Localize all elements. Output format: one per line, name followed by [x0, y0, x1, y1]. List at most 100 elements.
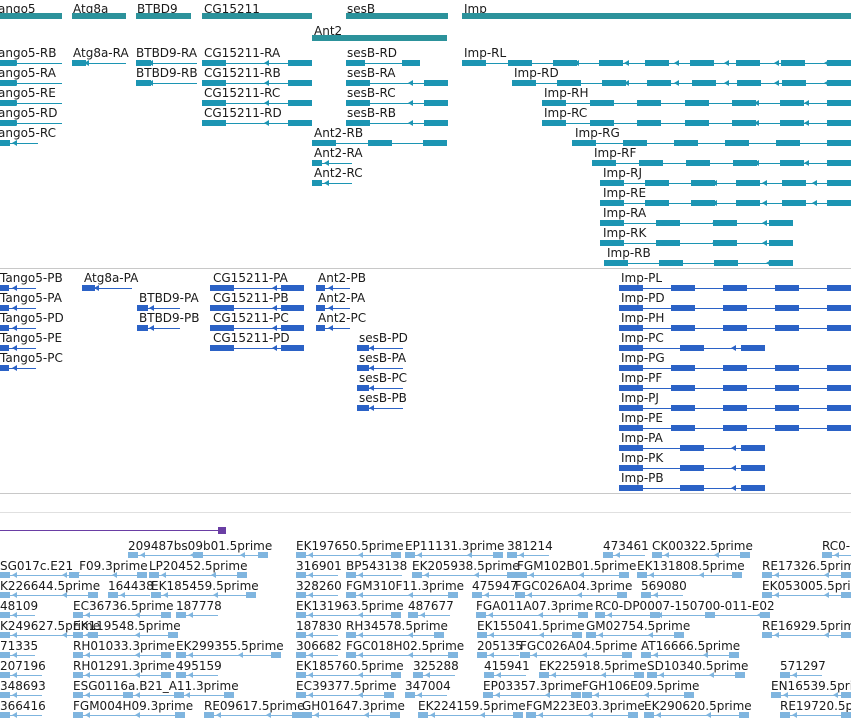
transcript-feature[interactable]	[202, 98, 312, 108]
est-feature[interactable]	[517, 570, 629, 580]
est-label[interactable]: SD10340.5prime	[647, 659, 749, 673]
protein-label[interactable]: Ant2-PC	[318, 311, 367, 325]
est-feature[interactable]	[176, 610, 218, 620]
est-feature[interactable]	[0, 710, 42, 720]
transcript-label[interactable]: Imp-RE	[603, 186, 647, 200]
est-feature[interactable]	[0, 590, 98, 600]
est-label[interactable]: EK225918.5prime	[539, 659, 647, 673]
est-label[interactable]: EK185459.5prime	[151, 579, 259, 593]
est-feature[interactable]	[762, 570, 851, 580]
est-label[interactable]: 164438	[108, 579, 154, 593]
est-feature[interactable]	[302, 710, 400, 720]
protein-feature[interactable]	[357, 343, 403, 353]
est-feature[interactable]	[346, 570, 402, 580]
est-label[interactable]: 473461	[603, 539, 649, 553]
est-label[interactable]: EK131808.5prime	[637, 559, 745, 573]
transcript-label[interactable]: Imp-RA	[603, 206, 647, 220]
est-feature[interactable]	[647, 670, 745, 680]
est-feature[interactable]	[0, 650, 35, 660]
protein-feature[interactable]	[82, 283, 132, 293]
transcript-feature[interactable]	[312, 158, 352, 168]
est-feature[interactable]	[582, 690, 694, 700]
gene-label[interactable]: CG15211	[204, 2, 260, 16]
est-feature[interactable]	[520, 650, 632, 660]
est-feature[interactable]	[176, 650, 281, 660]
transcript-label[interactable]: BTBD9-RB	[136, 66, 198, 80]
protein-feature[interactable]	[619, 483, 765, 493]
chain-end-block[interactable]	[218, 527, 226, 534]
protein-label[interactable]: Imp-PD	[621, 291, 665, 305]
est-label[interactable]: 207196	[0, 659, 46, 673]
protein-label[interactable]: sesB-PC	[359, 371, 408, 385]
protein-label[interactable]: Imp-PA	[621, 431, 663, 445]
est-label[interactable]: AT16666.5prime	[641, 639, 741, 653]
est-label[interactable]: EK053005.5prime	[762, 579, 851, 593]
protein-feature[interactable]	[0, 303, 36, 313]
transcript-feature[interactable]	[600, 178, 851, 188]
est-feature[interactable]	[176, 670, 218, 680]
chain-feature[interactable]	[0, 530, 226, 531]
est-label[interactable]: FGM102B01.5prime	[517, 559, 637, 573]
transcript-label[interactable]: Imp-RJ	[603, 166, 643, 180]
gene-label[interactable]: BTBD9	[137, 2, 178, 16]
est-feature[interactable]	[73, 630, 178, 640]
protein-feature[interactable]	[619, 383, 851, 393]
protein-feature[interactable]	[316, 283, 350, 293]
est-label[interactable]: 347004	[405, 679, 451, 693]
transcript-feature[interactable]	[136, 78, 197, 88]
est-label[interactable]: 325288	[413, 659, 459, 673]
transcript-label[interactable]: Ant2-RB	[314, 126, 364, 140]
protein-label[interactable]: BTBD9-PA	[139, 291, 199, 305]
gene-label[interactable]: Imp	[464, 2, 487, 16]
est-label[interactable]: RH01033.3prime	[73, 639, 175, 653]
protein-feature[interactable]	[357, 383, 403, 393]
est-feature[interactable]	[780, 710, 851, 720]
transcript-label[interactable]: Imp-RF	[594, 146, 637, 160]
est-feature[interactable]	[0, 670, 42, 680]
est-feature[interactable]	[405, 690, 447, 700]
transcript-label[interactable]: Ant2-RA	[314, 146, 363, 160]
transcript-feature[interactable]	[604, 258, 793, 268]
est-label[interactable]: FGC026A04.5prime	[520, 639, 638, 653]
est-feature[interactable]	[483, 690, 581, 700]
transcript-feature[interactable]	[600, 198, 851, 208]
est-label[interactable]: EK119548.5prime	[73, 619, 181, 633]
transcript-label[interactable]: CG15211-RB	[204, 66, 281, 80]
est-feature[interactable]	[526, 710, 638, 720]
protein-label[interactable]: Imp-PG	[621, 351, 665, 365]
est-feature[interactable]	[484, 670, 526, 680]
est-feature[interactable]	[0, 690, 42, 700]
est-feature[interactable]	[762, 590, 851, 600]
transcript-label[interactable]: Ant2-RC	[314, 166, 363, 180]
gene-feature[interactable]	[346, 11, 448, 21]
est-label[interactable]: EP03357.3prime	[483, 679, 583, 693]
protein-label[interactable]: Tango5-PA	[0, 291, 62, 305]
protein-feature[interactable]	[137, 303, 180, 313]
transcript-label[interactable]: Imp-RL	[464, 46, 507, 60]
transcript-label[interactable]: Imp-RB	[607, 246, 651, 260]
protein-feature[interactable]	[619, 283, 851, 293]
gene-feature[interactable]	[462, 11, 851, 21]
protein-label[interactable]: Imp-PL	[621, 271, 663, 285]
transcript-feature[interactable]	[462, 58, 851, 68]
protein-label[interactable]: Imp-PJ	[621, 391, 659, 405]
transcript-feature[interactable]	[542, 98, 851, 108]
protein-label[interactable]: Tango5-PD	[0, 311, 64, 325]
protein-label[interactable]: sesB-PA	[359, 351, 407, 365]
est-label[interactable]: 381214	[507, 539, 553, 553]
transcript-feature[interactable]	[346, 58, 420, 68]
est-label[interactable]: FGM223E03.3prime	[526, 699, 645, 713]
est-label[interactable]: K226644.5prime	[0, 579, 101, 593]
est-feature[interactable]	[507, 550, 549, 560]
gene-label[interactable]: sesB	[347, 2, 376, 16]
est-feature[interactable]	[108, 590, 150, 600]
est-feature[interactable]	[346, 590, 458, 600]
est-label[interactable]: FGC026A04.3prime	[515, 579, 633, 593]
transcript-label[interactable]: Atg8a-RA	[73, 46, 129, 60]
est-label[interactable]: EK155041.5prime	[477, 619, 585, 633]
est-label[interactable]: 487677	[408, 599, 454, 613]
est-label[interactable]: 328260	[296, 579, 342, 593]
transcript-feature[interactable]	[312, 138, 447, 148]
est-label[interactable]: 366416	[0, 699, 46, 713]
transcript-label[interactable]: ango5-RB	[0, 46, 57, 60]
